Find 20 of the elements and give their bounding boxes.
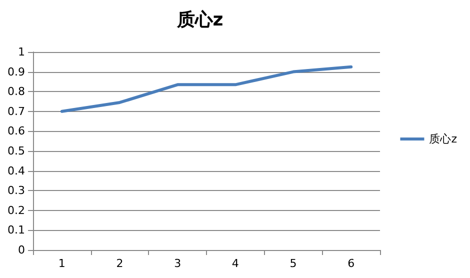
y-tick-label: 0.8 bbox=[8, 85, 25, 98]
y-tick-label: 0.9 bbox=[8, 65, 25, 78]
line-series bbox=[60, 65, 353, 113]
y-tick-label: 0.5 bbox=[8, 144, 25, 158]
x-tick-label: 2 bbox=[116, 257, 124, 270]
chart-title: 质心z bbox=[176, 10, 224, 30]
y-tick-label: 0.1 bbox=[8, 224, 25, 237]
x-tick-label: 6 bbox=[348, 257, 355, 270]
y-tick-label: 0.2 bbox=[8, 204, 25, 217]
x-tick-label: 4 bbox=[232, 257, 239, 270]
x-tick-label: 5 bbox=[290, 257, 297, 270]
x-tick-label: 3 bbox=[174, 257, 182, 270]
y-tick-label: 0.6 bbox=[8, 124, 25, 138]
y-tick-label: 0.7 bbox=[8, 104, 25, 118]
y-tick-label: 1 bbox=[18, 46, 25, 58]
y-tick-label: 0.4 bbox=[8, 164, 25, 178]
y-tick-label: 0 bbox=[18, 244, 25, 256]
y-tick-label: 0.3 bbox=[8, 184, 25, 198]
x-tick-label: 1 bbox=[58, 257, 66, 270]
legend-label: 质心z bbox=[429, 132, 458, 146]
